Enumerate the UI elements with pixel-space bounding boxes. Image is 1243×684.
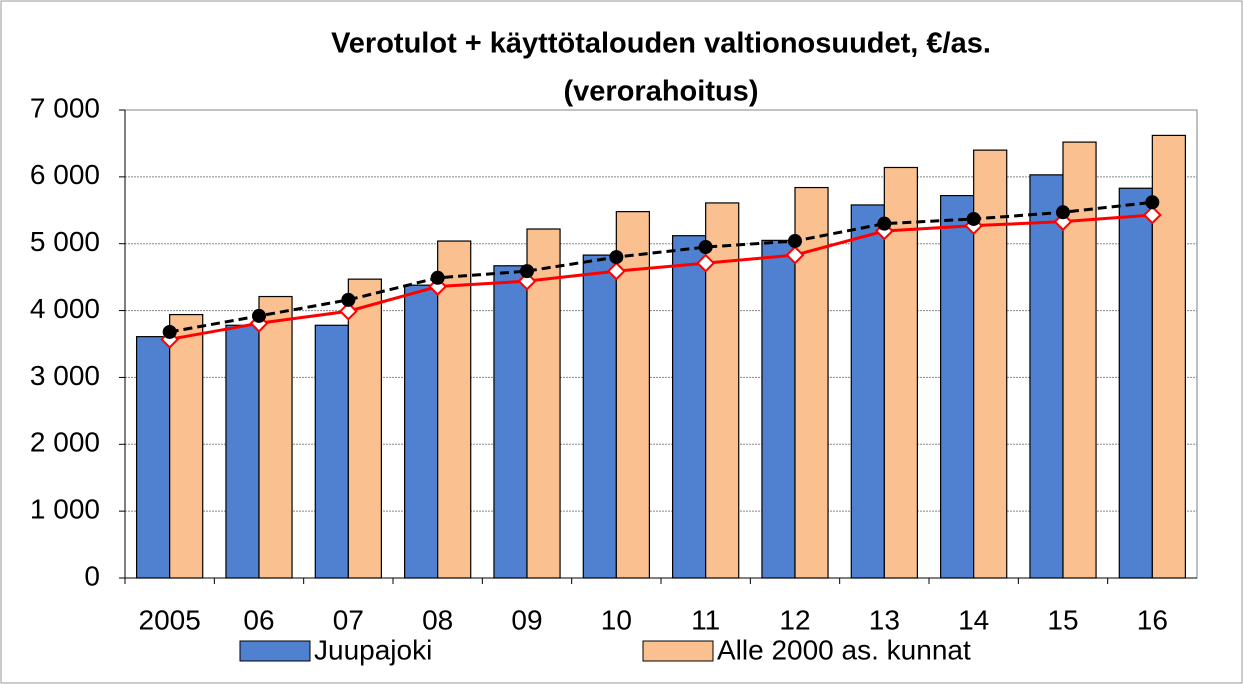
- marker: [162, 324, 177, 339]
- x-tick-label: 15: [1047, 604, 1078, 635]
- y-tick-label: 0: [84, 560, 100, 591]
- legend-label: Juupajoki: [314, 634, 432, 665]
- y-tick-label: 7 000: [30, 92, 100, 123]
- line: [169, 200, 1153, 334]
- bar: [314, 324, 349, 579]
- y-tick-label: 3 000: [30, 360, 100, 391]
- legend-swatch: [239, 640, 311, 662]
- x-tick-label: 07: [333, 604, 364, 635]
- legend-swatch: [642, 640, 714, 662]
- line: [169, 213, 1153, 341]
- bar: [169, 313, 204, 579]
- bar: [1118, 187, 1153, 579]
- marker: [788, 234, 802, 249]
- marker: [1145, 195, 1160, 210]
- chart-title: Verotulot + käyttötalouden valtionosuude…: [331, 28, 991, 60]
- marker: [785, 245, 805, 265]
- marker: [1142, 205, 1162, 225]
- y-tick-label: 6 000: [30, 159, 100, 190]
- y-tick-label: 2 000: [30, 427, 100, 458]
- bar: [883, 166, 918, 579]
- x-tick-label: 10: [601, 604, 632, 635]
- x-tick-label: 2005: [139, 604, 201, 635]
- marker: [517, 271, 537, 291]
- y-tick-label: 4 000: [30, 293, 100, 324]
- marker: [606, 261, 626, 281]
- y-tick-label: 5 000: [30, 226, 100, 257]
- x-tick-label: 08: [422, 604, 453, 635]
- bar: [582, 254, 617, 579]
- bar: [526, 228, 561, 579]
- marker: [341, 292, 356, 307]
- x-tick-label: 16: [1137, 604, 1168, 635]
- bar: [615, 211, 650, 579]
- marker: [696, 253, 716, 273]
- bar: [1029, 174, 1064, 579]
- chart-subtitle: (verorahoitus): [564, 76, 759, 108]
- bar: [437, 240, 472, 579]
- y-tick-label: 1 000: [30, 494, 100, 525]
- marker: [609, 250, 624, 265]
- x-tick-label: 13: [869, 604, 900, 635]
- marker: [877, 216, 892, 231]
- marker: [698, 240, 713, 255]
- marker: [430, 270, 445, 285]
- x-tick-label: 11: [691, 604, 720, 635]
- bar: [940, 194, 975, 579]
- x-tick-label: 09: [511, 604, 542, 635]
- x-tick-label: 14: [958, 604, 989, 635]
- plot-area: [124, 109, 1198, 579]
- marker: [338, 301, 358, 321]
- x-tick-label: 06: [243, 604, 274, 635]
- bar: [1151, 134, 1186, 579]
- marker: [520, 264, 534, 279]
- legend-label: Alle 2000 as. kunnat: [717, 634, 971, 665]
- bar: [404, 284, 439, 579]
- bar: [493, 265, 528, 579]
- marker: [252, 308, 266, 323]
- marker: [966, 211, 981, 226]
- bar: [347, 278, 382, 579]
- bar: [850, 204, 885, 579]
- bar: [258, 295, 293, 579]
- marker: [1056, 205, 1070, 220]
- bar: [225, 324, 260, 579]
- bar: [136, 336, 171, 579]
- x-tick-label: 12: [779, 604, 810, 635]
- bar: [761, 239, 796, 579]
- bar: [672, 235, 707, 579]
